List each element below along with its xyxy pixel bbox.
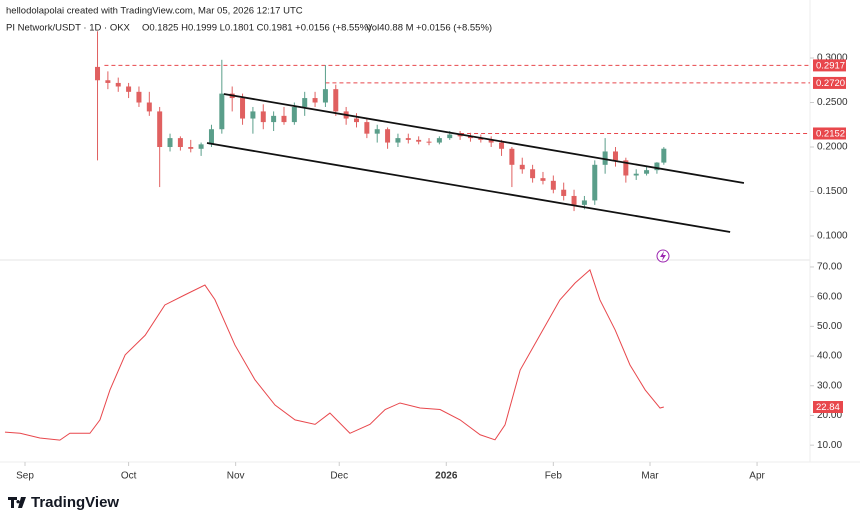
candle-body (654, 162, 660, 171)
candle-body (561, 189, 567, 196)
x-tick-label: Nov (227, 471, 245, 482)
candle-body (115, 82, 121, 87)
candle-body (488, 139, 494, 143)
candle-body (467, 136, 473, 139)
y-tick-label: 0.1500 (817, 186, 848, 197)
candle-body (322, 89, 328, 103)
y-tick-label: 0.3000 (817, 53, 848, 64)
level-label: 0.2152 (816, 129, 845, 140)
candle-body (519, 164, 525, 170)
candle-body (416, 139, 422, 142)
candle-body (644, 170, 650, 174)
candle-body (499, 142, 505, 149)
x-tick-label: Sep (16, 471, 34, 482)
x-tick-label: Mar (641, 471, 659, 482)
candle-body (405, 138, 411, 140)
y-tick-label: 30.00 (817, 380, 842, 391)
candle-body (385, 129, 391, 143)
y-tick-label: 70.00 (817, 262, 842, 273)
y-tick-label: 40.00 (817, 351, 842, 362)
x-tick-label: Feb (545, 471, 563, 482)
author-line: hellodolapolai created with TradingView.… (6, 6, 303, 17)
candle-body (291, 106, 297, 123)
level-label-box (813, 76, 846, 89)
candle-body (240, 98, 246, 119)
candle-body (612, 151, 618, 161)
candle-body (581, 200, 587, 205)
candle-body (447, 134, 453, 139)
candle-body (312, 98, 318, 103)
candle-body (571, 195, 577, 205)
candle-body (509, 148, 515, 165)
candle-body (354, 118, 360, 123)
change: +0.0156 (+8.55%) (416, 23, 492, 34)
candle-body (364, 122, 370, 134)
x-tick-label: Oct (121, 471, 137, 482)
candle-body (167, 138, 173, 148)
candle-body (271, 115, 277, 123)
x-tick-label: Apr (749, 471, 765, 482)
candle-body (281, 115, 287, 123)
y-tick-label: 0.2000 (817, 142, 848, 153)
y-tick-label: 20.00 (817, 410, 842, 421)
candle-body (540, 178, 546, 181)
candle-body (126, 86, 132, 92)
last-value-label: 22.84 (816, 402, 840, 413)
candle-body (633, 173, 639, 176)
candle-body (530, 169, 536, 179)
x-tick-label: Dec (330, 471, 348, 482)
brand-logo[interactable]: TradingView (8, 494, 119, 511)
candle-body (146, 102, 152, 112)
y-tick-label: 0.2500 (817, 97, 848, 108)
last-value-box (813, 401, 843, 414)
candle-body (105, 80, 111, 83)
indicator-line (4, 269, 664, 441)
candle-body (478, 138, 484, 140)
candle-body (208, 129, 214, 145)
level-label-box (813, 127, 846, 140)
trendline (206, 142, 731, 233)
candle-body (177, 138, 183, 148)
candle-body (95, 66, 101, 81)
candle-body (374, 129, 380, 134)
candle-body (592, 164, 598, 201)
alert-icon[interactable] (656, 249, 670, 263)
x-tick-label: 2026 (435, 471, 458, 482)
candle-body (219, 93, 225, 130)
level-label-box (813, 59, 846, 72)
y-tick-label: 50.00 (817, 321, 842, 332)
candle-body (623, 160, 629, 176)
candle-body (333, 89, 339, 112)
candle-body (550, 180, 556, 190)
alert-bolt[interactable] (660, 251, 666, 261)
level-label: 0.2720 (816, 78, 845, 89)
candle-body (426, 141, 432, 143)
candle-body (395, 138, 401, 143)
y-tick-label: 10.00 (817, 440, 842, 451)
ohlc: O0.1825 H0.1999 L0.1801 C0.1981 +0.0156 … (142, 23, 371, 34)
trendline (223, 93, 745, 184)
candle-body (661, 148, 667, 163)
brand-name[interactable]: TradingView (31, 494, 119, 511)
candle-body (188, 147, 194, 149)
y-tick-label: 0.1000 (817, 231, 848, 242)
candle-body (157, 111, 163, 148)
symbol: PI Network/USDT · 1D · OKX (6, 23, 131, 34)
level-label: 0.2917 (816, 60, 845, 71)
candle-body (260, 111, 266, 123)
candle-body (457, 134, 463, 137)
candle-body (250, 111, 256, 119)
candle-body (602, 151, 608, 165)
candle-body (136, 91, 142, 103)
y-tick-label: 60.00 (817, 291, 842, 302)
candle-body (198, 144, 204, 149)
candle-body (436, 138, 442, 143)
candle-body (302, 98, 308, 107)
volume: Vol40.88 M (366, 23, 414, 34)
brand-mark[interactable] (8, 497, 26, 508)
